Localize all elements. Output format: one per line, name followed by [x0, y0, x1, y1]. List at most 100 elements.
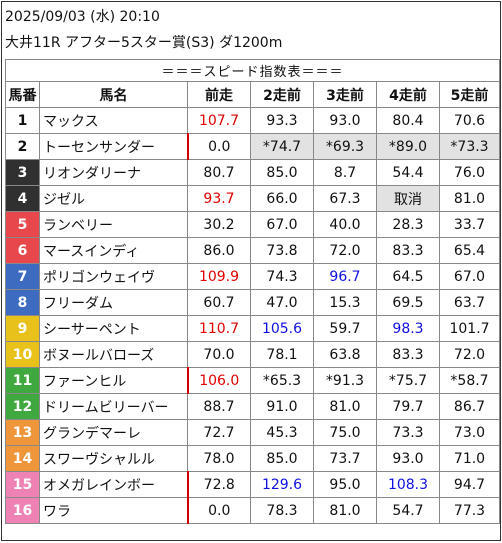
race-datetime: 2025/09/03 (水) 20:10 — [5, 9, 160, 25]
table-title: ＝＝＝スピード指数表＝＝＝ — [4, 59, 501, 82]
speed-index-cell: 93.3 — [250, 107, 314, 134]
speed-index-cell: 95.0 — [313, 471, 377, 498]
speed-index-cell: 59.7 — [313, 315, 377, 342]
speed-index-cell: 73.0 — [438, 419, 501, 446]
speed-index-cell: *89.0 — [376, 133, 440, 160]
speed-index-cell: *65.3 — [250, 367, 314, 394]
speed-index-cell: 67.3 — [313, 185, 377, 212]
horse-number-badge: 10 — [5, 341, 40, 368]
horse-name: トーセンサンダー — [39, 133, 189, 160]
speed-index-cell: 78.1 — [250, 341, 314, 368]
speed-index-cell: 80.7 — [187, 159, 251, 186]
table-row: 4 ジゼル 93.7 66.0 67.3 取消 81.0 — [5, 185, 501, 212]
speed-index-cell: 79.7 — [376, 393, 440, 420]
horse-name: ランベリー — [39, 211, 188, 238]
table-row: 13 グランデマーレ 72.7 45.3 75.0 73.3 73.0 — [5, 419, 501, 446]
speed-index-cell: *74.7 — [250, 133, 314, 160]
horse-name: ボヌールバローズ — [39, 341, 188, 368]
speed-index-cell: 74.3 — [250, 263, 314, 290]
table-row: 2 トーセンサンダー 0.0 *74.7 *69.3 *89.0 *73.3 — [5, 133, 501, 160]
horse-number-badge: 6 — [5, 237, 40, 264]
speed-index-cell: 93.0 — [313, 107, 377, 134]
speed-index-cell: 105.6 — [250, 315, 314, 342]
speed-index-cell: 85.0 — [250, 159, 314, 186]
table-row: 6 マースインディ 86.0 73.8 72.0 83.3 65.4 — [5, 237, 501, 264]
table-header-row: 馬番 馬名 前走 2走前 3走前 4走前 5走前 — [5, 81, 501, 108]
speed-index-cell: 67.0 — [438, 263, 501, 290]
speed-index-cell: 71.0 — [438, 445, 501, 472]
column-header-4-races-ago: 4走前 — [376, 81, 440, 108]
speed-index-cell: 33.7 — [438, 211, 501, 238]
speed-index-cell: 30.2 — [187, 211, 251, 238]
speed-index-cell: 28.3 — [376, 211, 440, 238]
speed-index-cell: 15.3 — [313, 289, 377, 316]
speed-index-cell: 85.0 — [250, 445, 314, 472]
speed-index-cell: 101.7 — [438, 315, 501, 342]
speed-index-cell: 67.0 — [250, 211, 314, 238]
speed-index-cell: 45.3 — [250, 419, 314, 446]
speed-index-cell: 取消 — [376, 185, 440, 212]
table-row: 12 ドリームビリーバー 88.7 91.0 81.0 79.7 86.7 — [5, 393, 501, 420]
horse-number-badge: 2 — [5, 133, 40, 160]
speed-index-cell: *58.7 — [438, 367, 501, 394]
table-row: 9 シーサーペント 110.7 105.6 59.7 98.3 101.7 — [5, 315, 501, 342]
speed-index-cell: 86.7 — [438, 393, 501, 420]
speed-index-cell: 54.4 — [376, 159, 440, 186]
table-row: 16 ワラ 0.0 78.3 81.0 54.7 77.3 — [5, 497, 501, 524]
race-title: 大井11R アフター5スター賞(S3) ダ1200m — [5, 35, 283, 51]
horse-number-badge: 3 — [5, 159, 40, 186]
column-header-3-races-ago: 3走前 — [313, 81, 377, 108]
horse-name: オメガレインボー — [39, 471, 189, 498]
horse-name: ジゼル — [39, 185, 188, 212]
table-row: 5 ランベリー 30.2 67.0 40.0 28.3 33.7 — [5, 211, 501, 238]
speed-index-cell: 108.3 — [376, 471, 440, 498]
speed-index-cell: 64.5 — [376, 263, 440, 290]
speed-index-cell: 83.3 — [376, 237, 440, 264]
speed-index-cell: 73.3 — [376, 419, 440, 446]
column-header-last-race: 前走 — [187, 81, 251, 108]
horse-name: スワーヴシャルル — [39, 445, 188, 472]
speed-index-cell: 110.7 — [187, 315, 251, 342]
table-row: 3 リオンダリーナ 80.7 85.0 8.7 54.4 76.0 — [5, 159, 501, 186]
speed-index-cell: 91.0 — [250, 393, 314, 420]
horse-number-badge: 1 — [5, 107, 40, 134]
speed-index-cell: 54.7 — [376, 497, 440, 524]
speed-index-cell: 40.0 — [313, 211, 377, 238]
horse-name: フリーダム — [39, 289, 188, 316]
horse-number-badge: 11 — [5, 367, 40, 394]
horse-number-badge: 9 — [5, 315, 40, 342]
speed-index-cell: 75.0 — [313, 419, 377, 446]
horse-name: ポリゴンウェイヴ — [39, 263, 188, 290]
speed-index-cell: *69.3 — [313, 133, 377, 160]
horse-number-badge: 16 — [5, 497, 40, 524]
speed-index-cell: *73.3 — [438, 133, 501, 160]
speed-index-cell: 72.0 — [438, 341, 501, 368]
column-header-name: 馬名 — [39, 81, 188, 108]
table-row: 8 フリーダム 60.7 47.0 15.3 69.5 63.7 — [5, 289, 501, 316]
speed-index-cell: 106.0 — [187, 367, 251, 394]
speed-index-cell: 107.7 — [187, 107, 251, 134]
table-row: 15 オメガレインボー 72.8 129.6 95.0 108.3 94.7 — [5, 471, 501, 498]
speed-index-cell: 81.0 — [313, 393, 377, 420]
speed-index-cell: 73.7 — [313, 445, 377, 472]
speed-index-cell: 66.0 — [250, 185, 314, 212]
speed-index-cell: 93.7 — [187, 185, 251, 212]
table-row: 7 ポリゴンウェイヴ 109.9 74.3 96.7 64.5 67.0 — [5, 263, 501, 290]
horse-name: ファーンヒル — [39, 367, 189, 394]
speed-index-cell: 78.3 — [250, 497, 314, 524]
horse-name: マックス — [39, 107, 188, 134]
horse-name: グランデマーレ — [39, 419, 188, 446]
horse-name: ワラ — [39, 497, 189, 524]
speed-index-cell: 98.3 — [376, 315, 440, 342]
table-row: 1 マックス 107.7 93.3 93.0 80.4 70.6 — [5, 107, 501, 134]
horse-number-badge: 13 — [5, 419, 40, 446]
horse-name: シーサーペント — [39, 315, 188, 342]
speed-index-cell: 70.6 — [438, 107, 501, 134]
speed-index-table: ＝＝＝スピード指数表＝＝＝ 馬番 馬名 前走 2走前 3走前 4走前 5走前 1… — [4, 59, 501, 524]
speed-index-cell: 63.7 — [438, 289, 501, 316]
horse-number-badge: 7 — [5, 263, 40, 290]
speed-index-cell: 78.0 — [187, 445, 251, 472]
speed-index-cell: 83.3 — [376, 341, 440, 368]
horse-number-badge: 4 — [5, 185, 40, 212]
